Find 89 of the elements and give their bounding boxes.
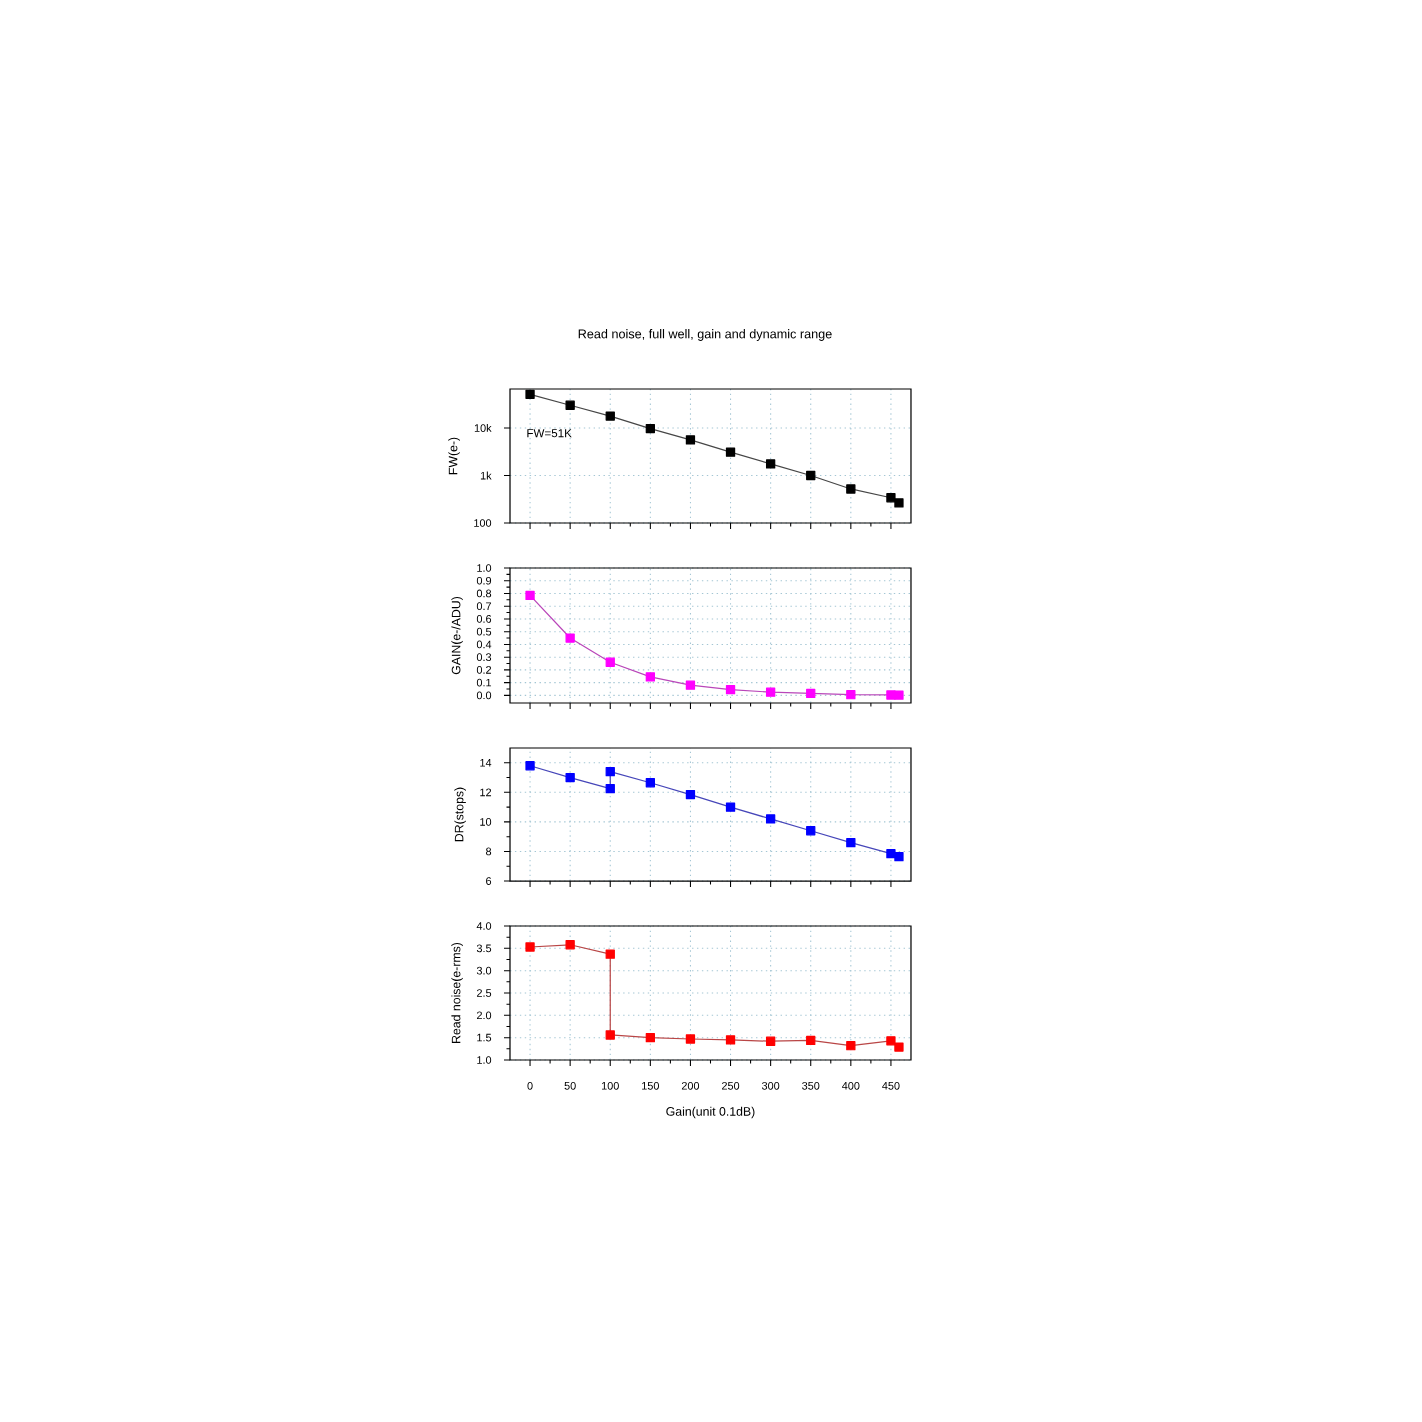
y-axis-title: Read noise(e-rms): [451, 942, 463, 1043]
point: [525, 761, 535, 771]
y-tick-label: 14: [480, 759, 492, 767]
y-tick-label: 6: [486, 877, 492, 885]
x-tick-label: 400: [842, 1081, 860, 1090]
point: [886, 690, 896, 700]
y-tick-label: 0.6: [476, 615, 492, 623]
x-tick-label: 200: [681, 1081, 700, 1090]
point: [645, 1033, 655, 1043]
x-tick-label: 250: [722, 1081, 740, 1090]
y-tick-label: 0.0: [476, 691, 492, 700]
y-tick-label: 0.7: [476, 602, 492, 611]
x-axis-title: Gain(unit 0.1dB): [666, 1106, 755, 1119]
point: [685, 789, 696, 800]
point: [806, 826, 816, 836]
point: [846, 484, 856, 494]
chart-title: Read noise, full well, gain and dynamic range: [578, 329, 832, 341]
y-tick-label: 0.2: [476, 666, 492, 674]
point: [725, 802, 736, 812]
x-tick-label: 350: [802, 1081, 820, 1090]
point: [846, 837, 856, 848]
annotation: FW=51K: [527, 429, 572, 438]
y-tick-label: 0.9: [476, 576, 492, 585]
point: [525, 942, 535, 952]
point: [605, 949, 615, 959]
point: [645, 778, 655, 788]
y-tick-label: 1.0: [477, 1056, 492, 1064]
point: [565, 940, 575, 950]
point: [765, 687, 776, 697]
y-tick-label: 1.0: [477, 564, 492, 572]
point: [886, 1036, 896, 1046]
point: [565, 772, 575, 783]
point: [846, 690, 856, 700]
y-tick-label: 4.0: [476, 922, 492, 930]
y-tick-label: 10k: [474, 423, 492, 432]
point: [886, 849, 896, 859]
y-tick-label: 0.1: [476, 678, 492, 687]
y-tick-label: 1k: [480, 471, 492, 480]
point: [765, 459, 776, 469]
y-tick-label: 0.5: [476, 627, 492, 636]
y-tick-label: 0.8: [476, 589, 492, 598]
point: [806, 688, 816, 699]
point: [645, 423, 655, 434]
point: [685, 680, 696, 690]
point: [806, 1035, 816, 1046]
x-tick-label: 450: [882, 1081, 900, 1090]
y-axis-title: GAIN(e-/ADU): [451, 597, 463, 675]
x-tick-label: 50: [564, 1081, 576, 1090]
point: [725, 684, 736, 695]
y-tick-label: 0.3: [476, 653, 492, 662]
point: [765, 1036, 776, 1046]
point: [806, 470, 816, 481]
y-axis-title: FW(e-): [448, 437, 460, 475]
y-tick-label: 12: [480, 788, 492, 797]
point: [605, 411, 615, 421]
y-tick-label: 1.5: [477, 1033, 492, 1042]
point: [685, 1034, 696, 1044]
point: [725, 1035, 736, 1045]
point: [894, 690, 904, 700]
point: [725, 447, 736, 457]
y-tick-label: 10: [480, 818, 492, 826]
point: [525, 389, 535, 399]
point: [685, 435, 696, 445]
x-tick-label: 100: [601, 1081, 619, 1090]
y-tick-label: 3.5: [476, 944, 492, 953]
point: [605, 657, 615, 667]
point: [765, 814, 776, 824]
point: [605, 1030, 615, 1040]
point: [525, 590, 535, 601]
x-tick-label: 300: [761, 1081, 780, 1090]
x-tick-label: 0: [527, 1081, 533, 1090]
y-tick-label: 3.0: [476, 966, 492, 975]
y-tick-label: 0.4: [476, 640, 492, 649]
y-tick-label: 8: [486, 847, 492, 856]
y-axis-title: DR(stops): [454, 787, 466, 842]
point: [605, 766, 615, 777]
point: [846, 1041, 856, 1051]
point: [894, 498, 904, 508]
y-tick-label: 2.5: [476, 989, 492, 997]
point: [605, 783, 615, 794]
y-tick-label: 100: [474, 519, 492, 527]
point: [886, 493, 896, 503]
point: [894, 1042, 904, 1052]
x-tick-label: 150: [642, 1081, 659, 1090]
point: [565, 400, 575, 410]
point: [565, 633, 575, 643]
point: [894, 851, 904, 862]
y-tick-label: 2.0: [476, 1011, 492, 1020]
point: [645, 672, 655, 682]
